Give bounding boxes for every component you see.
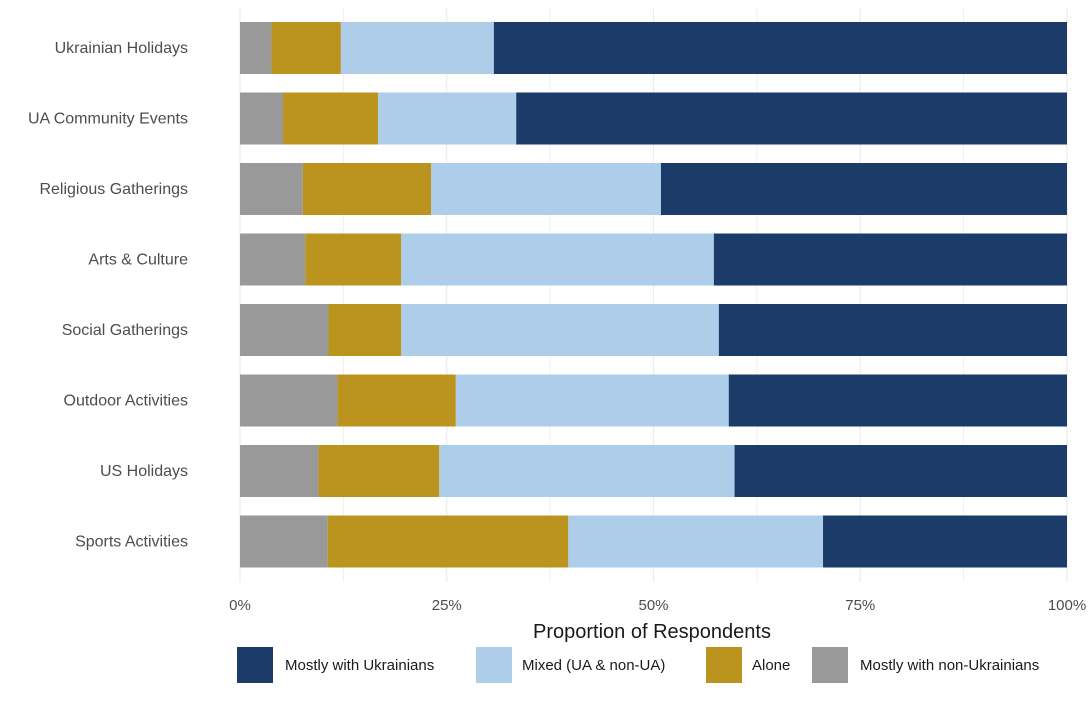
bar-segment: [318, 445, 440, 497]
legend-key: [812, 647, 848, 683]
category-label: UA Community Events: [28, 111, 188, 128]
legend-key: [237, 647, 273, 683]
bar-segment: [283, 92, 379, 145]
bar-segment: [271, 22, 341, 74]
bars: [240, 22, 1067, 568]
bar-segment: [328, 304, 402, 356]
bar-segment: [516, 92, 1067, 145]
category-label: Ukrainian Holidays: [55, 40, 188, 57]
x-axis-title: Proportion of Respondents: [533, 621, 771, 643]
x-tick-label: 50%: [638, 597, 668, 614]
bar-segment: [401, 304, 719, 356]
bar-segment: [240, 22, 272, 74]
x-tick-label: 75%: [845, 597, 875, 614]
bar-segment: [378, 92, 517, 145]
bar-segment: [823, 515, 1067, 568]
bar-segment: [240, 233, 306, 286]
bar-segment: [240, 304, 329, 356]
legend-key: [706, 647, 742, 683]
bar-segment: [493, 22, 1067, 74]
bar-segment: [240, 92, 284, 145]
bar-segment: [431, 163, 661, 215]
x-tick-label: 25%: [432, 597, 462, 614]
bar-segment: [660, 163, 1067, 215]
category-label: Religious Gatherings: [39, 181, 188, 198]
category-label: Social Gatherings: [62, 322, 188, 339]
bar-segment: [568, 515, 824, 568]
bar-segment: [240, 163, 303, 215]
category-label: Sports Activities: [75, 534, 188, 551]
legend-label: Mostly with non-Ukrainians: [860, 657, 1039, 674]
bar-segment: [302, 163, 432, 215]
category-label: US Holidays: [100, 463, 188, 480]
bar-segment: [240, 515, 328, 568]
bar-segment: [734, 445, 1067, 497]
category-label: Arts & Culture: [88, 252, 188, 269]
bar-segment: [455, 374, 729, 427]
bar-segment: [713, 233, 1067, 286]
bar-segment: [305, 233, 402, 286]
bar-segment: [337, 374, 456, 427]
bar-segment: [401, 233, 714, 286]
legend-key: [476, 647, 512, 683]
bar-segment: [340, 22, 494, 74]
legend-label: Mixed (UA & non-UA): [522, 657, 665, 674]
category-labels: Ukrainian Holidays UA Community Events Rel…: [28, 40, 188, 551]
bar-segment: [728, 374, 1067, 427]
legend-label: Mostly with Ukrainians: [285, 657, 434, 674]
bar-segment: [240, 445, 319, 497]
bar-segment: [439, 445, 735, 497]
bar-segment: [718, 304, 1067, 356]
x-tick-labels: 0% 25% 50% 75% 100%: [229, 597, 1086, 614]
legend-label: Alone: [752, 657, 790, 674]
bar-segment: [327, 515, 569, 568]
bar-segment: [240, 374, 338, 427]
x-tick-label: 100%: [1048, 597, 1086, 614]
category-label: Outdoor Activities: [64, 393, 189, 410]
x-tick-label: 0%: [229, 597, 251, 614]
legend: Mostly with Ukrainians Mixed (UA & non-UA…: [237, 647, 1039, 683]
